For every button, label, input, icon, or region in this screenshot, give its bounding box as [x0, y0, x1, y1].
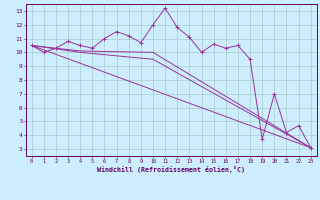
- X-axis label: Windchill (Refroidissement éolien,°C): Windchill (Refroidissement éolien,°C): [97, 166, 245, 173]
